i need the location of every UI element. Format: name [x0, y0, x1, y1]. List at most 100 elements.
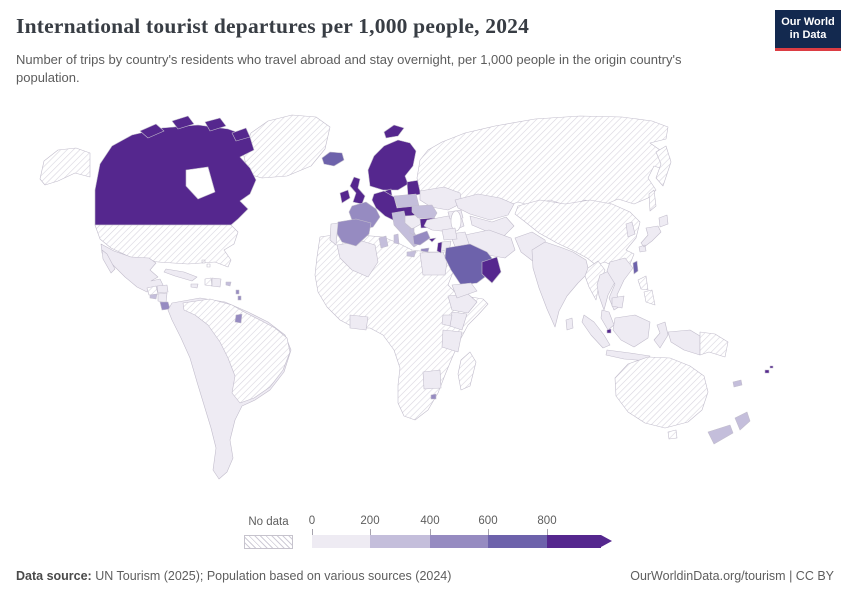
legend-no-data-swatch[interactable]	[244, 535, 293, 549]
country-guatemala[interactable]	[146, 285, 159, 296]
legend-tick-0: 0	[308, 515, 316, 527]
country-sumatra[interactable]	[581, 314, 611, 349]
country-haiti[interactable]	[204, 277, 213, 287]
owid-logo-accent-bar	[775, 47, 841, 51]
country-portugal[interactable]	[329, 222, 339, 246]
country-uganda[interactable]	[441, 314, 453, 327]
country-jamaica[interactable]	[190, 283, 199, 289]
country-tunisia[interactable]	[378, 235, 389, 249]
country-india[interactable]	[531, 241, 590, 328]
country-albania[interactable]	[409, 227, 415, 236]
country-canada-arctic-islands[interactable]	[139, 115, 251, 142]
country-tasmania[interactable]	[667, 429, 678, 440]
country-egypt[interactable]	[419, 251, 448, 276]
country-russia-kamchatka[interactable]	[655, 145, 672, 187]
country-south-korea[interactable]	[625, 221, 636, 238]
country-borneo[interactable]	[612, 314, 651, 348]
owid-logo-line1: Our World	[781, 16, 835, 28]
country-iceland[interactable]	[321, 151, 345, 167]
country-mexico[interactable]	[100, 243, 164, 293]
caspian-sea	[450, 210, 462, 232]
country-cambodia[interactable]	[611, 295, 625, 309]
country-svalbard[interactable]	[383, 124, 405, 139]
country-greenland[interactable]	[242, 114, 331, 179]
country-sardinia[interactable]	[393, 233, 400, 245]
legend-tick-800: 800	[537, 515, 557, 527]
country-ireland[interactable]	[339, 189, 351, 204]
country-crete[interactable]	[420, 247, 430, 253]
country-syria[interactable]	[441, 227, 458, 241]
country-central-asia[interactable]	[469, 215, 515, 237]
country-nicaragua[interactable]	[157, 292, 168, 304]
country-eswatini[interactable]	[430, 393, 437, 400]
legend-tickmark	[488, 529, 489, 535]
country-sulawesi[interactable]	[653, 321, 669, 349]
country-sicily[interactable]	[406, 250, 417, 258]
page-subtitle: Number of trips by country's residents w…	[16, 52, 682, 86]
country-west-new-guinea[interactable]	[667, 329, 701, 356]
country-malaysia[interactable]	[600, 309, 615, 331]
owid-logo[interactable]: Our World in Data	[775, 10, 841, 51]
country-kazakhstan[interactable]	[454, 193, 515, 221]
owid-link[interactable]: OurWorldinData.org/tourism | CC BY	[630, 569, 834, 583]
hudson-bay	[185, 166, 216, 200]
country-united-states[interactable]	[94, 224, 239, 268]
country-cuba[interactable]	[163, 268, 198, 282]
legend-bin-2[interactable]	[370, 535, 430, 548]
country-ukraine[interactable]	[419, 186, 463, 211]
map-legend: No data 0 200 400 600 800	[244, 515, 624, 551]
country-el-salvador[interactable]	[149, 293, 158, 300]
country-brazil-venezuela[interactable]	[182, 298, 291, 404]
country-yemen[interactable]	[451, 282, 478, 299]
country-taiwan[interactable]	[632, 260, 639, 275]
country-canada[interactable]	[94, 124, 257, 226]
country-japan[interactable]	[638, 214, 669, 253]
page-title: International tourist departures per 1,0…	[16, 14, 530, 38]
data-source-note: Data source: UN Tourism (2025); Populati…	[16, 569, 451, 583]
legend-bin-1[interactable]	[312, 535, 370, 548]
legend-open-end-arrow	[601, 535, 612, 547]
owid-logo-line2: in Data	[789, 29, 827, 41]
country-oman[interactable]	[481, 256, 502, 284]
country-israel[interactable]	[436, 241, 443, 254]
country-dominican-republic[interactable]	[211, 277, 222, 288]
country-new-caledonia[interactable]	[732, 379, 743, 388]
legend-no-data-label: No data	[248, 516, 289, 528]
legend-tick-600: 600	[478, 515, 498, 527]
country-french-guiana[interactable]	[234, 313, 243, 324]
country-scandinavia[interactable]	[367, 139, 417, 191]
country-cyprus[interactable]	[428, 237, 437, 243]
legend-bin-5[interactable]	[547, 535, 601, 548]
legend-tickmark	[547, 529, 548, 535]
legend-tick-200: 200	[360, 515, 380, 527]
country-tanzania[interactable]	[441, 329, 463, 353]
country-madagascar[interactable]	[457, 351, 477, 391]
legend-tickmark	[430, 529, 431, 535]
country-ghana-ivory-coast[interactable]	[349, 314, 369, 331]
country-bahamas[interactable]	[201, 259, 211, 268]
country-mexico-baja[interactable]	[101, 249, 116, 274]
country-puerto-rico[interactable]	[225, 281, 232, 287]
country-united-kingdom[interactable]	[349, 176, 366, 205]
country-algeria[interactable]	[336, 240, 379, 278]
country-singapore[interactable]	[606, 328, 612, 334]
country-papua-new-guinea[interactable]	[699, 331, 729, 358]
country-romania[interactable]	[411, 204, 438, 219]
legend-bin-3[interactable]	[430, 535, 488, 548]
country-zimbabwe-botswana[interactable]	[422, 369, 442, 390]
legend-bin-4[interactable]	[488, 535, 547, 548]
country-greece[interactable]	[412, 230, 431, 246]
country-new-zealand[interactable]	[707, 411, 751, 445]
country-honduras[interactable]	[156, 284, 169, 294]
country-philippines[interactable]	[637, 275, 656, 306]
legend-tickmark	[312, 529, 313, 535]
country-russia-sakhalin[interactable]	[648, 189, 657, 212]
country-lesser-antilles[interactable]	[235, 289, 242, 301]
country-sri-lanka[interactable]	[565, 317, 574, 331]
country-alaska[interactable]	[39, 147, 91, 186]
country-myanmar[interactable]	[584, 260, 606, 301]
data-source-text: UN Tourism (2025); Population based on v…	[91, 569, 452, 583]
country-fiji[interactable]	[764, 365, 774, 374]
country-australia[interactable]	[614, 356, 709, 429]
